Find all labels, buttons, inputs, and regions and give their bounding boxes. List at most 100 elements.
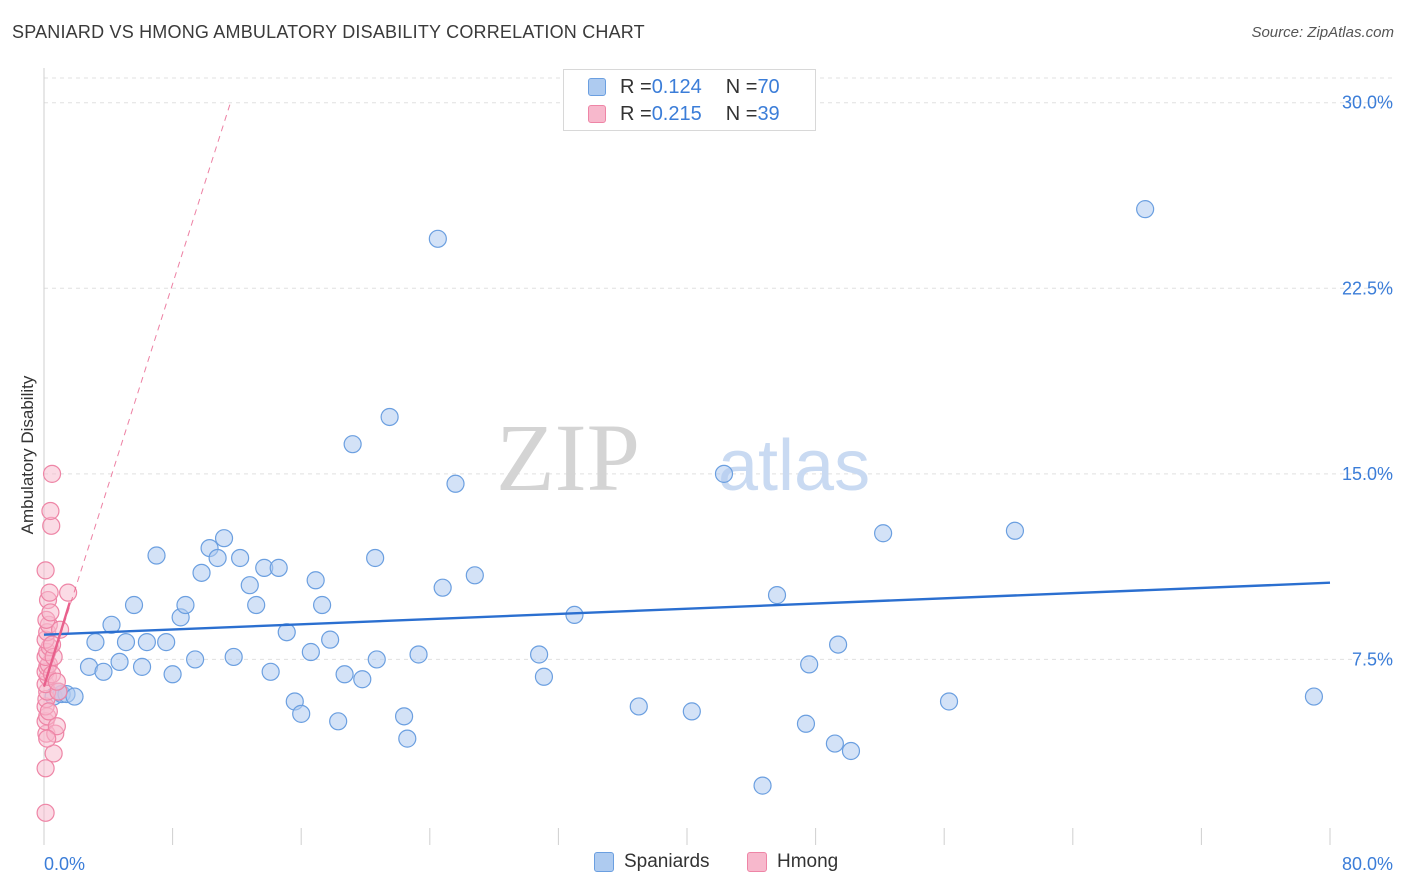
data-point-spaniards bbox=[231, 548, 250, 568]
trend-lines bbox=[42, 102, 1331, 688]
x-tick-label: 80.0% bbox=[1342, 854, 1393, 874]
data-point-spaniards bbox=[534, 667, 554, 686]
y-tick-label: 7.5% bbox=[1352, 649, 1393, 669]
n-label: N = bbox=[725, 102, 758, 125]
data-point-spaniards bbox=[329, 712, 348, 731]
data-point-spaniards bbox=[433, 578, 452, 597]
data-point-spaniards bbox=[214, 529, 234, 548]
data-point-spaniards bbox=[398, 729, 417, 748]
data-point-spaniards bbox=[841, 741, 861, 761]
x-tick-label: 0.0% bbox=[44, 854, 85, 874]
data-point-spaniards bbox=[753, 776, 772, 795]
data-point-spaniards bbox=[116, 633, 136, 652]
data-point-spaniards bbox=[366, 548, 385, 568]
data-point-spaniards bbox=[380, 407, 399, 427]
data-point-spaniards bbox=[261, 662, 280, 681]
data-point-spaniards bbox=[306, 571, 325, 590]
n-value: 39 bbox=[757, 102, 780, 125]
data-point-spaniards bbox=[335, 665, 354, 684]
legend-item-hmong[interactable]: Hmong bbox=[747, 851, 838, 873]
data-point-spaniards bbox=[147, 546, 166, 565]
trend-line-hmong-extended bbox=[43, 102, 231, 687]
series-spaniards bbox=[44, 200, 1324, 795]
legend-row-hmong: R = 0.215 N = 39 bbox=[588, 102, 780, 126]
watermark: ZIP atlas bbox=[496, 404, 870, 511]
series-hmong bbox=[36, 464, 78, 822]
data-point-hmong bbox=[36, 561, 55, 580]
trend-line-hmong bbox=[42, 602, 71, 688]
data-point-spaniards bbox=[208, 548, 227, 568]
tick-labels: 7.5% 15.0% 22.5% 30.0% 0.0% 80.0% bbox=[44, 93, 1393, 874]
data-point-hmong bbox=[41, 603, 60, 622]
grid-lines bbox=[44, 77, 1393, 660]
data-point-spaniards bbox=[292, 704, 311, 723]
data-point-spaniards bbox=[163, 665, 182, 684]
chart-title: SPANIARD VS HMONG AMBULATORY DISABILITY … bbox=[12, 22, 645, 42]
data-point-spaniards bbox=[796, 714, 816, 733]
y-tick-label: 22.5% bbox=[1342, 278, 1393, 298]
n-label: N = bbox=[725, 75, 758, 98]
data-point-spaniards bbox=[409, 645, 428, 664]
legend-label-hmong: Hmong bbox=[777, 851, 839, 872]
watermark-atlas: atlas bbox=[718, 426, 870, 506]
r-value: 0.124 bbox=[651, 75, 702, 98]
watermark-zip: ZIP bbox=[496, 404, 640, 511]
data-point-spaniards bbox=[874, 524, 893, 543]
y-tick-label: 30.0% bbox=[1342, 93, 1393, 113]
legend-row-spaniards: R = 0.124 N = 70 bbox=[588, 75, 780, 99]
data-point-hmong bbox=[42, 464, 62, 483]
data-point-spaniards bbox=[629, 697, 648, 716]
data-point-spaniards bbox=[446, 474, 465, 493]
legend-swatch-pink bbox=[747, 852, 767, 872]
data-point-spaniards bbox=[800, 655, 819, 674]
data-point-spaniards bbox=[102, 615, 121, 634]
data-point-hmong bbox=[40, 583, 59, 602]
data-point-hmong bbox=[41, 501, 60, 521]
data-point-spaniards bbox=[829, 635, 848, 654]
data-point-spaniards bbox=[137, 633, 156, 652]
data-point-hmong bbox=[36, 803, 55, 822]
data-point-spaniards bbox=[714, 464, 734, 483]
data-point-spaniards bbox=[192, 563, 211, 582]
data-point-spaniards bbox=[86, 633, 105, 652]
data-point-hmong bbox=[39, 702, 58, 721]
legend-swatch-blue bbox=[588, 78, 606, 96]
data-point-spaniards bbox=[240, 576, 259, 595]
data-point-spaniards bbox=[343, 435, 362, 454]
r-value: 0.215 bbox=[651, 102, 702, 125]
data-point-hmong bbox=[47, 672, 66, 691]
data-point-hmong bbox=[59, 583, 78, 602]
data-point-spaniards bbox=[110, 652, 129, 672]
data-point-spaniards bbox=[94, 662, 113, 681]
data-point-hmong bbox=[47, 717, 66, 736]
r-label: R = bbox=[620, 102, 652, 125]
legend-swatch-blue bbox=[594, 852, 614, 872]
r-label: R = bbox=[620, 75, 652, 98]
data-point-spaniards bbox=[224, 647, 243, 667]
data-point-spaniards bbox=[124, 595, 144, 615]
data-point-spaniards bbox=[176, 595, 195, 615]
data-point-spaniards bbox=[428, 229, 447, 248]
data-point-hmong bbox=[38, 729, 57, 748]
data-point-spaniards bbox=[1304, 687, 1324, 706]
legend-swatch-pink bbox=[588, 105, 606, 123]
data-point-spaniards bbox=[157, 633, 176, 652]
data-point-spaniards bbox=[825, 734, 844, 753]
data-point-spaniards bbox=[186, 650, 205, 669]
correlation-legend: R = 0.124 N = 70 R = 0.215 N = 39 bbox=[563, 69, 816, 131]
source-label: Source: ZipAtlas.com bbox=[1251, 24, 1394, 41]
data-point-spaniards bbox=[682, 702, 701, 721]
axes bbox=[43, 68, 1331, 845]
data-point-spaniards bbox=[939, 692, 959, 711]
data-point-spaniards bbox=[1005, 521, 1025, 540]
data-point-spaniards bbox=[367, 650, 386, 669]
data-point-spaniards bbox=[247, 595, 266, 615]
data-point-spaniards bbox=[565, 605, 584, 625]
data-point-hmong bbox=[36, 759, 55, 778]
trend-line-spaniards bbox=[43, 581, 1331, 636]
data-point-spaniards bbox=[767, 586, 787, 605]
series-legend: Spaniards Hmong bbox=[0, 851, 1406, 879]
legend-label-spaniards: Spaniards bbox=[624, 851, 710, 872]
legend-item-spaniards[interactable]: Spaniards bbox=[594, 851, 710, 873]
